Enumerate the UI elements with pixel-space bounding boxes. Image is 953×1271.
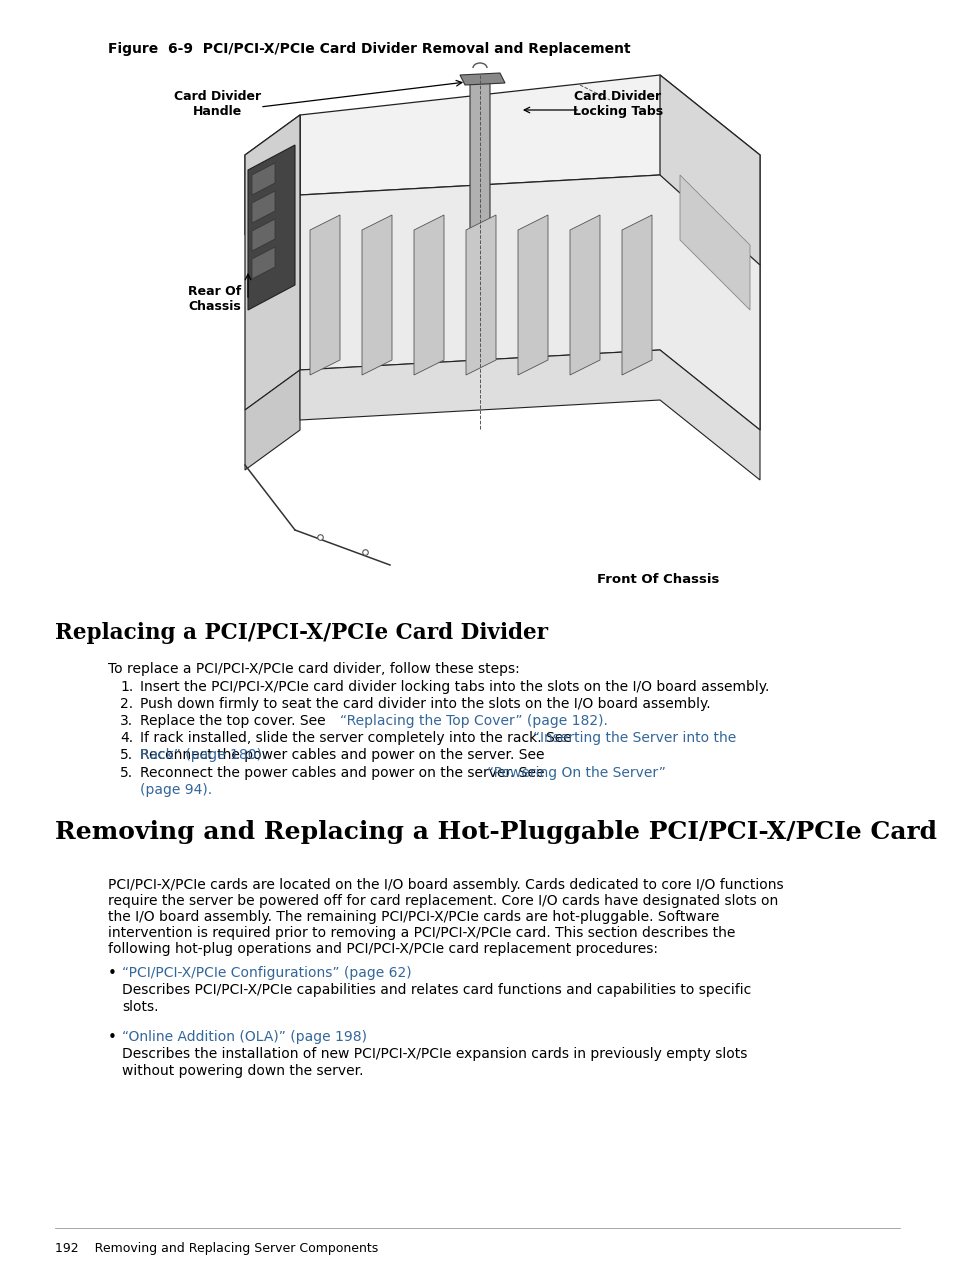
Text: 5.: 5. [120, 766, 133, 780]
Polygon shape [299, 175, 760, 430]
Text: Rack” (page 180).: Rack” (page 180). [140, 749, 266, 763]
Polygon shape [252, 247, 274, 280]
Text: 192    Removing and Replacing Server Components: 192 Removing and Replacing Server Compon… [55, 1242, 377, 1254]
Text: following hot-plug operations and PCI/PCI-X/PCIe card replacement procedures:: following hot-plug operations and PCI/PC… [108, 942, 658, 956]
Text: require the server be powered off for card replacement. Core I/O cards have desi: require the server be powered off for ca… [108, 894, 778, 907]
Polygon shape [470, 75, 490, 269]
Polygon shape [248, 145, 294, 310]
Text: Describes PCI/PCI-X/PCIe capabilities and relates card functions and capabilitie: Describes PCI/PCI-X/PCIe capabilities an… [122, 982, 750, 996]
Text: Describes the installation of new PCI/PCI-X/PCIe expansion cards in previously e: Describes the installation of new PCI/PC… [122, 1047, 746, 1061]
Polygon shape [517, 215, 547, 375]
Text: Card Divider
Handle: Card Divider Handle [174, 90, 261, 118]
Text: •: • [108, 1030, 117, 1045]
Text: without powering down the server.: without powering down the server. [122, 1064, 363, 1078]
Polygon shape [299, 75, 760, 264]
Text: “Replacing the Top Cover” (page 182).: “Replacing the Top Cover” (page 182). [339, 714, 607, 728]
Text: 2.: 2. [120, 697, 133, 710]
Polygon shape [245, 114, 299, 235]
Text: To replace a PCI/PCI-X/PCIe card divider, follow these steps:: To replace a PCI/PCI-X/PCIe card divider… [108, 662, 519, 676]
Text: •: • [108, 966, 117, 981]
Text: slots.: slots. [122, 1000, 158, 1014]
Polygon shape [245, 370, 299, 470]
Text: Replacing a PCI/PCI-X/PCIe Card Divider: Replacing a PCI/PCI-X/PCIe Card Divider [55, 622, 547, 644]
Polygon shape [361, 215, 392, 375]
Polygon shape [252, 219, 274, 250]
Text: “Powering On the Server”: “Powering On the Server” [486, 766, 665, 780]
Polygon shape [679, 175, 749, 310]
Text: (page 94).: (page 94). [140, 783, 212, 797]
Text: Replace the top cover. See: Replace the top cover. See [140, 714, 330, 728]
Text: intervention is required prior to removing a PCI/PCI-X/PCIe card. This section d: intervention is required prior to removi… [108, 927, 735, 941]
Polygon shape [621, 215, 651, 375]
Text: “PCI/PCI-X/PCIe Configurations” (page 62): “PCI/PCI-X/PCIe Configurations” (page 62… [122, 966, 411, 980]
Polygon shape [252, 191, 274, 222]
Text: 1.: 1. [120, 680, 133, 694]
Text: Figure  6-9  PCI/PCI-X/PCIe Card Divider Removal and Replacement: Figure 6-9 PCI/PCI-X/PCIe Card Divider R… [108, 42, 630, 56]
Text: 3.: 3. [120, 714, 133, 728]
Text: Reconnect the power cables and power on the server. See: Reconnect the power cables and power on … [140, 749, 548, 763]
Text: the I/O board assembly. The remaining PCI/PCI-X/PCIe cards are hot-pluggable. So: the I/O board assembly. The remaining PC… [108, 910, 719, 924]
Polygon shape [299, 350, 760, 480]
Text: “Inserting the Server into the: “Inserting the Server into the [533, 731, 736, 745]
Polygon shape [245, 114, 299, 411]
Text: Rear Of
Chassis: Rear Of Chassis [188, 285, 241, 313]
Polygon shape [569, 215, 599, 375]
Polygon shape [459, 72, 504, 85]
Text: “Online Addition (OLA)” (page 198): “Online Addition (OLA)” (page 198) [122, 1030, 367, 1043]
Text: If rack installed, slide the server completely into the rack. See: If rack installed, slide the server comp… [140, 731, 576, 745]
Text: Insert the PCI/PCI-X/PCIe card divider locking tabs into the slots on the I/O bo: Insert the PCI/PCI-X/PCIe card divider l… [140, 680, 768, 694]
Polygon shape [465, 215, 496, 375]
Polygon shape [252, 163, 274, 194]
Text: Removing and Replacing a Hot-Pluggable PCI/PCI-X/PCIe Card: Removing and Replacing a Hot-Pluggable P… [55, 820, 936, 844]
Text: Push down firmly to seat the card divider into the slots on the I/O board assemb: Push down firmly to seat the card divide… [140, 697, 710, 710]
Polygon shape [310, 215, 339, 375]
Text: 4.: 4. [120, 731, 133, 745]
Text: PCI/PCI-X/PCIe cards are located on the I/O board assembly. Cards dedicated to c: PCI/PCI-X/PCIe cards are located on the … [108, 878, 782, 892]
Text: Card Divider
Locking Tabs: Card Divider Locking Tabs [573, 90, 662, 118]
Text: Front Of Chassis: Front Of Chassis [597, 573, 719, 586]
Text: Reconnect the power cables and power on the server. See: Reconnect the power cables and power on … [140, 766, 548, 780]
Text: 5.: 5. [120, 749, 133, 763]
Polygon shape [414, 215, 443, 375]
Polygon shape [659, 75, 760, 430]
